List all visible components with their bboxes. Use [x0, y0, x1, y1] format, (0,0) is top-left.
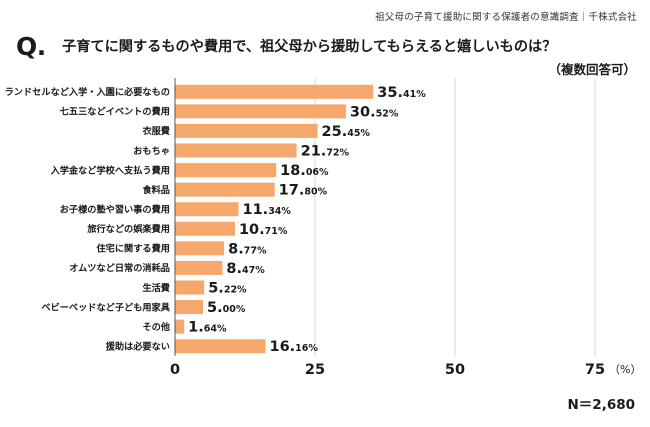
value-label: 35.41% [377, 85, 426, 101]
bar [175, 143, 297, 158]
category-label: 七五三などイベントの費用 [60, 106, 170, 118]
value-label: 8.47% [226, 261, 265, 277]
bar [175, 104, 346, 119]
value-label: 30.52% [350, 104, 399, 120]
bar [175, 280, 205, 295]
source-label: 祖父母の子育て援助に関する保護者の意識調査｜千株式会社 [375, 12, 637, 23]
bar [175, 182, 275, 197]
category-label: その他 [142, 321, 170, 333]
value-label: 21.72% [301, 144, 350, 160]
category-label: 援助は必要ない [106, 341, 170, 353]
category-label: 住宅に関する費用 [97, 243, 171, 255]
x-tick-label: 75 [585, 362, 605, 378]
value-label: 8.77% [228, 241, 267, 257]
category-label: おもちゃ [133, 146, 170, 157]
bar [175, 202, 239, 217]
bar [175, 300, 203, 315]
bar [175, 84, 374, 99]
value-label: 18.06% [280, 163, 329, 179]
category-label: 入学金など学校へ支払う費用 [51, 164, 170, 176]
category-label: お子様の塾や習い事の費用 [60, 204, 170, 216]
bar [175, 241, 225, 256]
value-label: 10.71% [239, 222, 288, 238]
bar [175, 260, 223, 275]
question-note: （複数回答可） [548, 62, 636, 77]
bar [175, 163, 277, 178]
category-label: ベビーベッドなど子ども用家具 [41, 301, 170, 313]
question-text: 子育てに関するものや費用で、祖父母から援助してもらえると嬉しいものは？ [62, 39, 557, 55]
value-label: 25.45% [322, 124, 371, 140]
x-tick-label: 25 [305, 362, 325, 378]
category-label: 生活費 [142, 282, 170, 294]
value-label: 16.16% [269, 339, 318, 355]
value-label: 5.22% [208, 281, 247, 297]
bar [175, 221, 235, 236]
category-label: オムツなど日常の消耗品 [69, 262, 170, 274]
bar [175, 339, 266, 354]
category-label: ランドセルなど入学・入園に必要なもの [5, 86, 170, 98]
category-label: 旅行などの娯楽費用 [86, 223, 170, 235]
x-tick-label: 50 [445, 362, 465, 378]
x-axis-unit: （%） [609, 363, 641, 376]
value-label: 1.64% [188, 320, 227, 336]
question-mark: Q. [16, 32, 46, 61]
value-label: 11.34% [243, 202, 292, 218]
category-label: 食料品 [141, 184, 170, 196]
sample-size-label: N＝2,680 [567, 397, 636, 413]
bar [175, 123, 318, 138]
bar [175, 319, 185, 334]
x-tick-label: 0 [170, 362, 180, 378]
value-label: 17.80% [279, 183, 328, 199]
value-label: 5.00% [207, 300, 246, 316]
category-label: 衣服費 [141, 125, 170, 137]
